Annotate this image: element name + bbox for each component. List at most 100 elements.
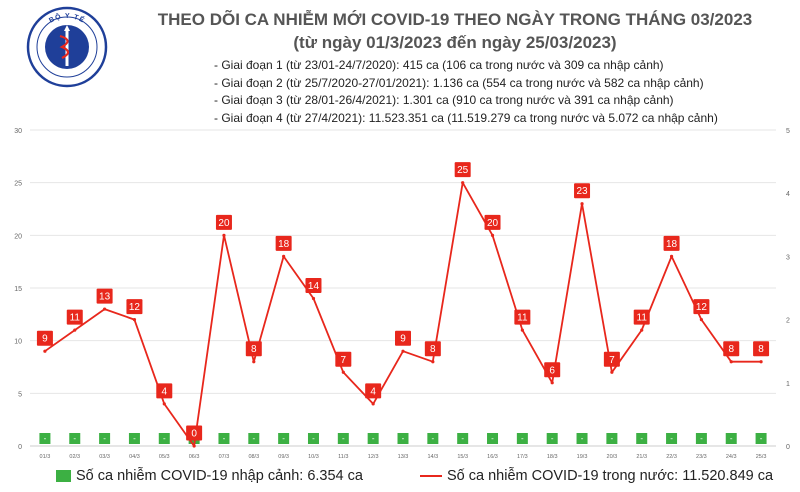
bar-data-label: - [581,434,584,443]
bar-data-label: - [760,434,763,443]
line-data-label: 14 [308,281,320,292]
line-label-box [126,299,143,315]
bar-data-label: - [282,434,285,443]
line-label-box [186,425,203,441]
y-right-tick-label: 1 [786,381,790,388]
bar-label-box [457,433,469,444]
line-label-box [484,214,501,230]
x-tick-label: 13/3 [398,454,409,460]
line-label-box [424,341,441,357]
line-data-label: 4 [161,386,167,397]
line-label-box [395,330,411,346]
legend-domestic-swatch [420,475,442,477]
x-tick-label: 05/3 [159,454,170,460]
bar-data-label: - [44,434,47,443]
line-label-box [633,309,650,325]
bar-data-label: - [640,434,643,443]
line-label-box [275,235,292,251]
bar-data-label: - [223,434,226,443]
line-label-box [305,278,322,294]
line-label-box [96,288,113,304]
bar-label-box [666,433,678,444]
line-label-box [693,299,710,315]
line-label-box [66,309,83,325]
bar-data-label: - [730,434,733,443]
y-left-tick-label: 25 [14,181,22,188]
y-right-tick-label: 5 [786,128,790,135]
legend-domestic: Số ca nhiễm COVID-19 trong nước: 11.520.… [420,468,773,484]
y-right-tick-label: 4 [786,191,790,198]
line-point [73,328,77,332]
legend-imported-swatch [56,470,71,482]
line-data-label: 20 [218,218,230,229]
bar-data-label: - [461,434,464,443]
x-tick-label: 16/3 [487,454,498,460]
line-label-box [365,383,382,399]
y-left-tick-label: 10 [14,339,22,346]
line-domestic [44,181,762,447]
bar-data-label: - [163,434,166,443]
line-label-box [514,309,531,325]
bar-data-label: - [312,434,315,443]
bar-label-box [397,433,409,444]
bar-label-box [218,433,230,444]
line-point [550,381,554,385]
line-label-box [753,341,770,357]
bar-label-box [725,433,737,444]
x-tick-label: 23/3 [696,454,707,460]
x-tick-label: 04/3 [129,454,140,460]
y-left-tick-label: 15 [14,286,22,293]
x-tick-label: 09/3 [278,454,289,460]
y-right-tick-label: 2 [786,318,790,325]
line-point [759,360,763,364]
bar-label-box [606,433,618,444]
bar-label-box [248,433,260,444]
line-point [162,402,166,406]
bar-data-label: - [521,434,524,443]
bar-label-box [278,433,290,444]
legend-domestic-label: Số ca nhiễm COVID-19 trong nước: 11.520.… [447,468,774,484]
line-point [371,402,375,406]
x-tick-label: 12/3 [368,454,379,460]
line-label-box [603,351,620,367]
line-data-label: 11 [517,313,528,324]
y-left-tick-label: 30 [14,128,22,135]
bar-label-box [516,433,528,444]
chart-subtitle: (từ ngày 01/3/2023 đến ngày 25/03/2023) [293,33,617,52]
svg-text:BỘ Y TẾ: BỘ Y TẾ [48,12,87,25]
x-tick-label: 10/3 [308,454,319,460]
bar-data-label: - [491,434,494,443]
line-point [222,233,226,237]
bar-label-box [636,433,648,444]
line-point [311,296,316,301]
line-data-label: 8 [251,344,257,355]
x-tick-label: 07/3 [219,454,230,460]
line-data-label: 25 [457,165,469,176]
line-point [192,444,196,448]
line-label-box [215,214,232,230]
x-tick-label: 19/3 [577,454,588,460]
period-notes: - Giai đoạn 1 (từ 23/01-24/7/2020): 415 … [214,57,718,127]
line-label-box [663,235,680,251]
x-tick-label: 22/3 [666,454,677,460]
line-data-label: 4 [370,386,376,397]
line-data-label: 8 [758,344,764,355]
note-period-4: - Giai đoạn 4 (từ 27/4/2021): 11.523.351… [214,110,718,125]
line-data-label: 8 [728,344,734,355]
line-point [640,328,644,332]
line-data-label: 11 [70,313,81,324]
note-period-3: - Giai đoạn 3 (từ 28/01-26/4/2021): 1.30… [214,93,674,107]
y-left-tick-label: 0 [18,444,22,451]
bar-label-box [158,433,170,444]
bar-data-label: - [103,434,106,443]
line-data-label: 9 [400,334,406,345]
line-label-box [723,341,740,357]
line-data-label: 12 [696,302,708,313]
line-point [580,202,584,206]
bar-label-box [576,433,588,444]
x-tick-label: 11/3 [338,454,348,460]
bar-data-label: - [372,434,375,443]
line-data-label: 20 [487,218,499,229]
x-tick-label: 24/3 [726,454,737,460]
y-left-tick-label: 5 [18,391,22,398]
